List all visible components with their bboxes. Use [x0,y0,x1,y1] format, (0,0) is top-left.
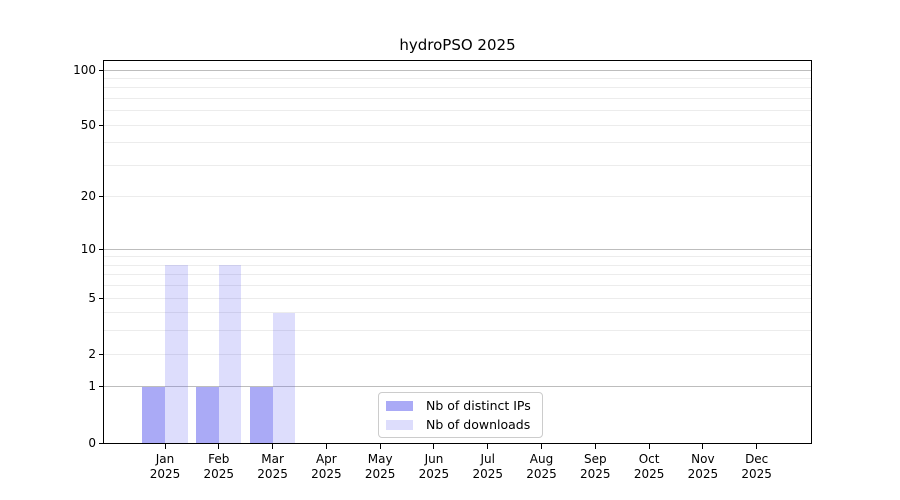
legend-item-downloads: Nb of downloads [386,417,531,432]
major-gridline [104,248,811,250]
y-axis-tick-label: 2 [88,346,96,361]
y-axis-tick-label: 50 [80,117,96,132]
minor-gridline [104,297,811,299]
x-axis-tick-label: Aug 2025 [526,452,557,481]
x-axis-tick [164,444,166,449]
y-axis-tick [99,353,104,355]
x-axis-tick-label: Oct 2025 [633,452,665,481]
x-axis-tick [594,444,596,449]
minor-gridline [104,196,811,198]
x-axis-tick-label: Apr 2025 [311,452,342,481]
minor-gridline [104,98,811,100]
minor-gridline [104,87,811,89]
x-axis-tick [648,444,650,449]
bar-distinct-ips [249,386,273,443]
x-axis-tick-label: Dec 2025 [741,452,772,481]
minor-gridline [104,274,811,276]
x-axis-tick-label: Mar 2025 [257,452,288,481]
x-axis-tick [433,444,435,449]
x-axis-tick [756,444,758,449]
legend: Nb of distinct IPs Nb of downloads [378,392,543,438]
chart-title: hydroPSO 2025 [399,36,516,54]
minor-gridline [104,312,811,314]
x-axis-tick-label: Jul 2025 [472,452,503,481]
y-axis-tick [99,124,104,126]
y-axis-tick-label: 5 [88,290,96,305]
x-axis-tick-label: Sep 2025 [580,452,611,481]
minor-gridline [104,110,811,112]
minor-gridline [104,142,811,144]
x-axis-tick-label: Feb 2025 [203,452,235,481]
bar-downloads [165,265,188,443]
y-axis-tick [99,69,104,71]
major-gridline [104,386,811,388]
minor-gridline [104,165,811,166]
minor-gridline [104,330,811,332]
legend-label-downloads: Nb of downloads [426,417,531,432]
x-axis-tick [218,444,220,449]
bar-distinct-ips [142,386,165,443]
x-axis-tick-label: May 2025 [364,452,396,481]
x-axis-tick [541,444,543,449]
y-axis-tick-label: 1 [88,379,96,394]
y-axis-tick [99,386,104,388]
x-axis-tick-label: Nov 2025 [687,452,719,481]
bar-distinct-ips [196,386,219,443]
major-gridline [104,69,811,71]
minor-gridline [104,285,811,287]
y-axis-tick [99,196,104,198]
legend-swatch-downloads [386,419,413,430]
y-axis-tick-label: 10 [80,241,96,256]
y-axis-tick [99,442,104,444]
x-axis-tick-label: Jun 2025 [418,452,450,481]
minor-gridline [104,256,811,258]
minor-gridline [104,124,811,126]
bar-downloads [272,312,296,443]
y-axis-tick-label: 100 [73,62,96,77]
y-axis-tick [99,248,104,250]
x-axis-tick [702,444,704,449]
bar-downloads [218,265,242,443]
legend-swatch-distinct-ips [386,400,413,411]
y-axis-tick [99,297,104,299]
y-axis-tick-label: 0 [88,435,96,450]
x-axis-tick-label: Jan 2025 [149,452,181,481]
minor-gridline [104,264,811,266]
x-axis-tick [487,444,489,449]
minor-gridline [104,77,811,79]
legend-label-distinct-ips: Nb of distinct IPs [426,398,531,413]
legend-item-distinct-ips: Nb of distinct IPs [386,398,531,413]
x-axis-tick [272,444,274,449]
x-axis-tick [325,444,327,449]
minor-gridline [104,353,811,355]
y-axis-tick-label: 20 [80,189,96,204]
plot-area [103,60,812,444]
x-axis-tick [379,444,381,449]
